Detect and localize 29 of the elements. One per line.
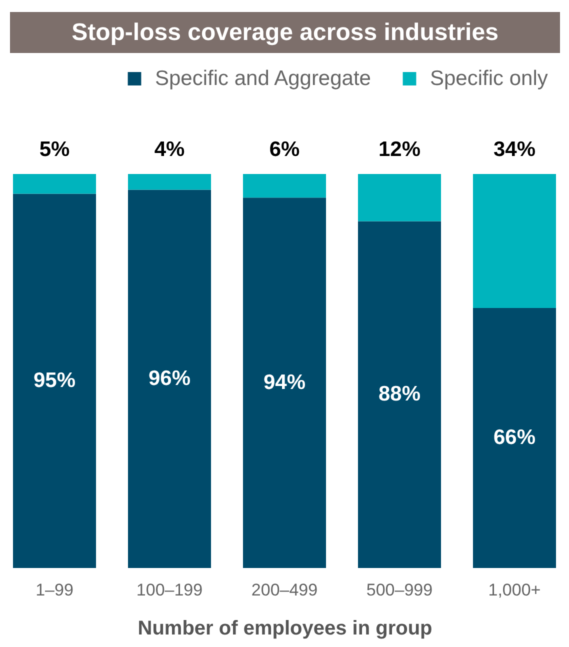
bar bbox=[358, 221, 442, 568]
data-label: 5% bbox=[39, 138, 70, 161]
chart-title: Stop-loss coverage across industries bbox=[72, 19, 498, 46]
bar bbox=[128, 190, 212, 568]
legend-label: Specific and Aggregate bbox=[155, 66, 371, 90]
data-label: 94% bbox=[263, 370, 306, 394]
data-label: 95% bbox=[33, 368, 76, 392]
x-tick-label: 1–99 bbox=[36, 580, 74, 600]
x-tick-label: 200–499 bbox=[251, 580, 318, 600]
data-label: 66% bbox=[493, 426, 536, 449]
bar bbox=[242, 174, 326, 198]
bar bbox=[12, 194, 96, 568]
bar bbox=[472, 308, 556, 568]
bar bbox=[12, 174, 96, 194]
data-label: 6% bbox=[269, 138, 300, 161]
x-tick-label: 1,000+ bbox=[488, 580, 541, 600]
legend-label: Specific only bbox=[430, 66, 548, 90]
bar bbox=[242, 198, 326, 568]
x-tick-label: 100–199 bbox=[136, 580, 203, 600]
data-label: 96% bbox=[148, 366, 191, 390]
data-label: 34% bbox=[493, 138, 536, 161]
bar bbox=[358, 174, 442, 222]
data-label: 4% bbox=[154, 138, 186, 161]
bar bbox=[128, 174, 212, 190]
bar bbox=[472, 174, 556, 308]
data-label: 88% bbox=[378, 382, 421, 406]
x-tick-label: 500–999 bbox=[366, 580, 433, 600]
data-label: 12% bbox=[378, 138, 421, 161]
x-axis-title: Number of employees in group bbox=[138, 618, 432, 640]
